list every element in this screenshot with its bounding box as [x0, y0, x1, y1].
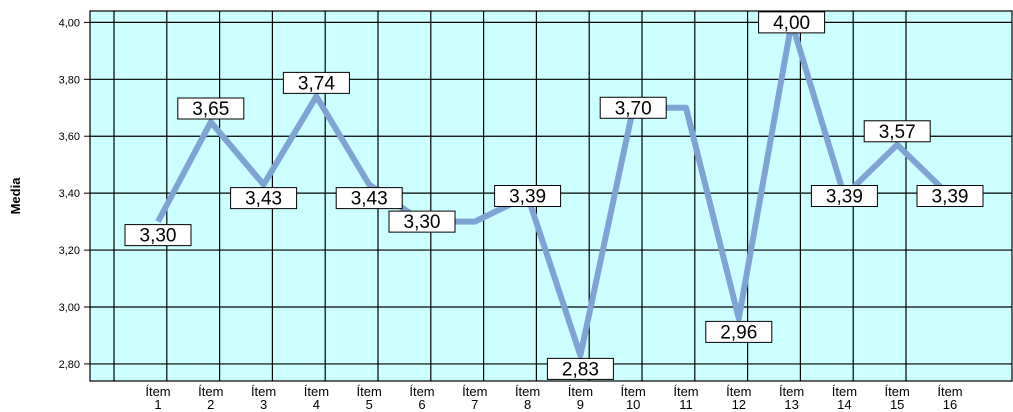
data-label: 3,30 [124, 224, 192, 247]
data-label: 3,39 [494, 185, 562, 208]
data-label-text: 3,39 [509, 187, 546, 208]
y-tick-label: 3,00 [59, 302, 80, 314]
x-tick-label: Ítem [621, 384, 646, 399]
x-tick-label-number: 11 [679, 397, 693, 412]
data-label-box [388, 210, 456, 233]
data-label-box [705, 320, 773, 343]
data-label-box [863, 120, 931, 143]
data-label: 3,65 [177, 97, 245, 120]
x-tick-label-number: 2 [207, 397, 214, 412]
x-tick-label-number: 1 [154, 397, 161, 412]
data-label-box [494, 185, 562, 207]
data-label-text: 3,70 [615, 98, 652, 119]
data-label: 3,70 [599, 96, 667, 119]
x-tick-label: Ítem [832, 384, 857, 399]
x-tick-label: Ítem [251, 384, 276, 399]
data-label: 3,74 [282, 71, 350, 94]
x-tick-label: Ítem [409, 384, 434, 399]
y-tick-label: 4,00 [59, 17, 80, 29]
y-axis-title: Media [8, 177, 23, 215]
x-tick-label-number: 3 [260, 397, 267, 412]
data-label-box [916, 185, 984, 207]
x-tick-label-number: 12 [732, 397, 746, 412]
x-tick-label: Ítem [726, 384, 751, 399]
data-label-box [758, 11, 826, 34]
x-tick-label-number: 9 [577, 397, 584, 412]
y-tick-label: 3,20 [59, 245, 80, 257]
x-tick-label-number: 4 [313, 397, 320, 412]
y-tick-label: 2,80 [59, 359, 80, 371]
data-label: 3,57 [863, 120, 931, 143]
x-tick-label-number: 13 [784, 397, 798, 412]
data-label-box [335, 187, 403, 210]
y-tick-label: 3,80 [59, 74, 80, 86]
data-label-text: 2,96 [720, 322, 757, 343]
x-tick-label-number: 5 [366, 397, 373, 412]
series-line [155, 19, 953, 359]
data-label-box [230, 187, 298, 210]
y-axis: 2,80 3,00 3,20 3,40 3,60 3,80 4,00 [59, 17, 90, 371]
x-tick-label-number: 6 [418, 397, 425, 412]
data-label-box [177, 97, 245, 120]
data-label: 3,43 [335, 187, 403, 210]
x-tick-label: Ítem [145, 384, 170, 399]
data-label: 2,83 [546, 357, 614, 380]
x-tick-label: Ítem [198, 384, 223, 399]
x-tick-label-number: 14 [837, 397, 851, 412]
x-tick-label: Ítem [462, 384, 487, 399]
y-tick-label: 3,40 [59, 188, 80, 200]
data-label-text: 3,39 [826, 187, 863, 208]
data-labels: 3,30 3,65 3,43 3,74 3,43 3,30 3,39 2,83 3,70 2,96… [124, 11, 984, 380]
data-label-text: 3,30 [140, 226, 177, 247]
data-label-box [546, 357, 614, 380]
data-label: 2,96 [705, 320, 773, 343]
x-tick-label: Ítem [568, 384, 593, 399]
x-axis: Ítem1Ítem2Ítem3Ítem4Ítem5Ítem6Ítem7Ítem8… [145, 384, 962, 412]
data-label-text: 4,00 [773, 13, 810, 34]
grid [90, 11, 1012, 381]
data-label: 3,43 [230, 187, 298, 210]
data-label-box [599, 96, 667, 119]
x-tick-label: Ítem [304, 384, 329, 399]
y-tick-label: 3,60 [59, 131, 80, 143]
x-tick-label-number: 16 [943, 397, 957, 412]
data-label: 3,30 [388, 210, 456, 233]
x-tick-label-number: 10 [626, 397, 640, 412]
data-label-box [282, 71, 350, 94]
x-tick-label-number: 15 [890, 397, 904, 412]
data-label-text: 2,83 [562, 359, 599, 380]
data-label-text: 3,65 [192, 99, 229, 120]
x-tick-label-number: 7 [471, 397, 478, 412]
data-label-box [810, 185, 878, 207]
x-tick-label: Ítem [673, 384, 698, 399]
data-label: 4,00 [758, 11, 826, 34]
data-label-text: 3,43 [351, 189, 388, 210]
data-label-box [124, 224, 192, 247]
x-tick-label-number: 8 [524, 397, 531, 412]
data-label-text: 3,57 [879, 122, 916, 143]
x-tick-label: Ítem [515, 384, 540, 399]
x-tick-label: Ítem [357, 384, 382, 399]
data-label-text: 3,30 [404, 212, 441, 233]
x-tick-label: Ítem [779, 384, 804, 399]
x-tick-label: Ítem [885, 384, 910, 399]
x-tick-label: Ítem [937, 384, 962, 399]
data-label-text: 3,39 [932, 187, 969, 208]
data-label: 3,39 [810, 185, 878, 208]
data-label-text: 3,74 [298, 73, 335, 94]
data-label-text: 3,43 [245, 189, 282, 210]
data-label: 3,39 [916, 185, 984, 208]
